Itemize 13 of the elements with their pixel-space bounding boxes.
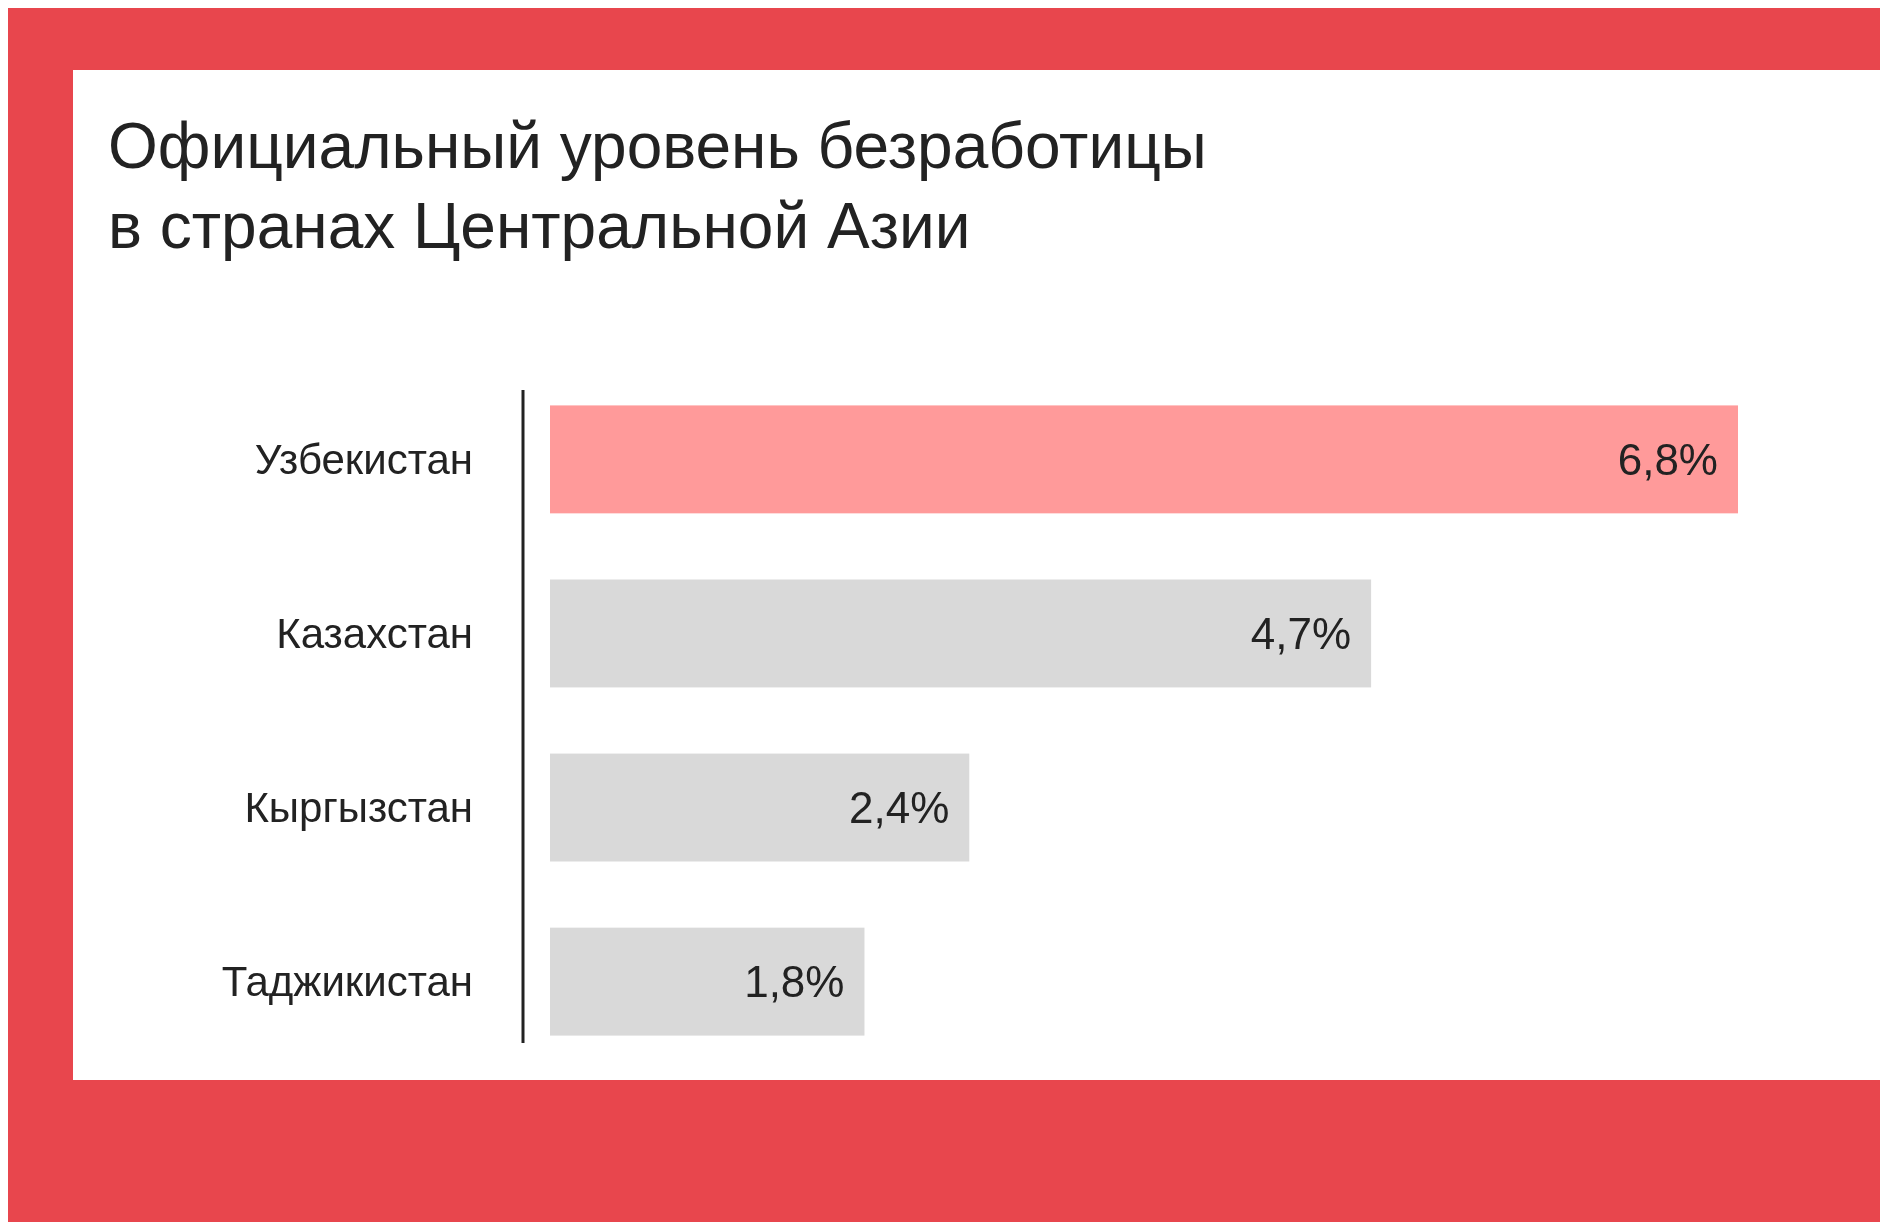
bar	[550, 405, 1738, 514]
data-label: 4,7%	[1250, 608, 1352, 658]
data-label: 1,8%	[744, 957, 845, 1007]
bar	[550, 753, 970, 862]
data-label: 6,8%	[1617, 434, 1718, 484]
bar	[550, 579, 1372, 688]
y-tick-label: Таджикистан	[221, 958, 473, 1006]
y-tick-label: Кыргызстан	[244, 784, 473, 832]
bar	[550, 927, 865, 1036]
y-tick-label: Казахстан	[276, 609, 473, 657]
chart-title: Официальный уровень безработицы в странах Центральной Азии	[108, 110, 1207, 262]
data-label: 2,4%	[849, 783, 950, 833]
y-tick-label: Узбекистан	[254, 435, 473, 483]
